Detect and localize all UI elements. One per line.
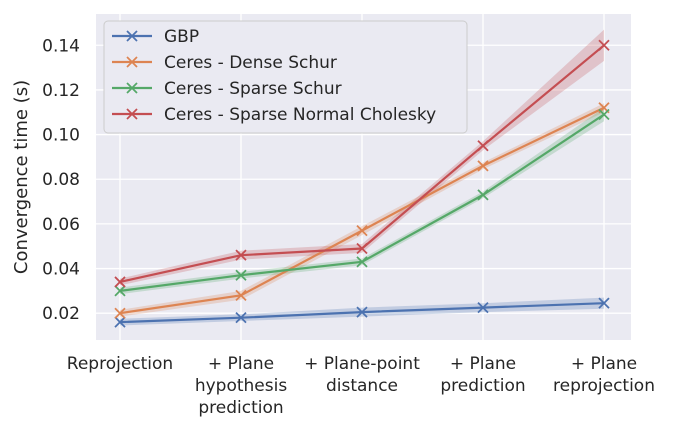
data-point-marker [235, 269, 247, 281]
marker-stroke [356, 242, 368, 255]
data-point-marker [598, 39, 610, 51]
marker-stroke [114, 307, 126, 319]
y-tick-label: 0.08 [42, 170, 80, 190]
y-tick-label: 0.04 [42, 260, 80, 280]
legend-swatch-marker [126, 30, 138, 42]
data-point-marker [114, 285, 126, 297]
legend-swatch-marker [126, 108, 138, 120]
marker-stroke [477, 160, 489, 172]
y-tick-labels: 0.02 0.04 0.06 0.08 0.10 0.12 0.14 [42, 36, 80, 324]
data-point-marker [598, 297, 610, 309]
data-point-marker [235, 289, 247, 301]
data-point-marker [356, 224, 368, 237]
y-tick-label: 0.02 [42, 304, 80, 324]
legend-box [103, 20, 468, 134]
marker-stroke [114, 276, 126, 288]
y-tick-label: 0.12 [42, 81, 80, 101]
legend-entry: Ceres - Sparse Normal Cholesky [112, 105, 436, 125]
marker-stroke [356, 224, 368, 237]
data-point-marker [356, 242, 368, 255]
legend: GBP Ceres - Dense Schur Ceres - Sparse Sch… [103, 20, 468, 134]
series-markers [114, 39, 610, 328]
data-point-marker [356, 256, 368, 268]
data-point-marker [114, 307, 126, 319]
data-point-marker [114, 276, 126, 288]
legend-label: GBP [164, 27, 199, 47]
legend-entry: Ceres - Dense Schur [112, 53, 337, 73]
legend-label: Ceres - Dense Schur [164, 53, 337, 73]
x-tick-label: + Plane [450, 354, 516, 374]
x-tick-label: distance [326, 376, 398, 396]
marker-stroke [598, 108, 610, 121]
marker-stroke [235, 269, 247, 281]
y-axis-label: Convergence time (s) [11, 80, 32, 274]
marker-stroke [356, 256, 368, 268]
data-point-marker [356, 306, 368, 318]
y-tick-label: 0.10 [42, 126, 80, 146]
x-tick-label: prediction [198, 398, 283, 418]
data-point-marker [477, 160, 489, 172]
legend-entry: Ceres - Sparse Schur [112, 79, 342, 99]
marker-stroke [235, 249, 247, 261]
marker-stroke [598, 297, 610, 309]
x-tick-label: Reprojection [67, 354, 173, 374]
data-point-marker [114, 316, 126, 328]
x-tick-label: prediction [440, 376, 525, 396]
data-point-marker [235, 312, 247, 324]
data-point-marker [477, 189, 489, 201]
y-tick-label: 0.14 [42, 36, 80, 56]
y-tick-label: 0.06 [42, 215, 80, 235]
data-point-marker [235, 249, 247, 261]
x-tick-labels: Reprojection + Planehypothesisprediction+… [67, 354, 655, 418]
marker-stroke [356, 306, 368, 318]
x-tick-label: + Plane-point [304, 354, 420, 374]
x-tick-label: reprojection [553, 376, 655, 396]
legend-label: Ceres - Sparse Schur [164, 79, 342, 99]
marker-stroke [477, 189, 489, 201]
marker-stroke [114, 285, 126, 297]
legend-entry: GBP [112, 27, 199, 47]
x-tick-label: + Plane [571, 354, 637, 374]
marker-stroke [598, 39, 610, 51]
marker-stroke [477, 301, 489, 314]
marker-stroke [477, 140, 489, 152]
data-point-marker [477, 140, 489, 152]
x-tick-label: + Plane [208, 354, 274, 374]
marker-stroke [235, 312, 247, 324]
data-point-marker [477, 301, 489, 314]
legend-label: Ceres - Sparse Normal Cholesky [164, 105, 436, 125]
legend-swatch-marker [126, 82, 138, 94]
x-tick-label: hypothesis [195, 376, 288, 396]
data-point-marker [598, 108, 610, 121]
legend-swatch-marker [126, 56, 138, 68]
marker-stroke [235, 289, 247, 301]
marker-stroke [114, 316, 126, 328]
